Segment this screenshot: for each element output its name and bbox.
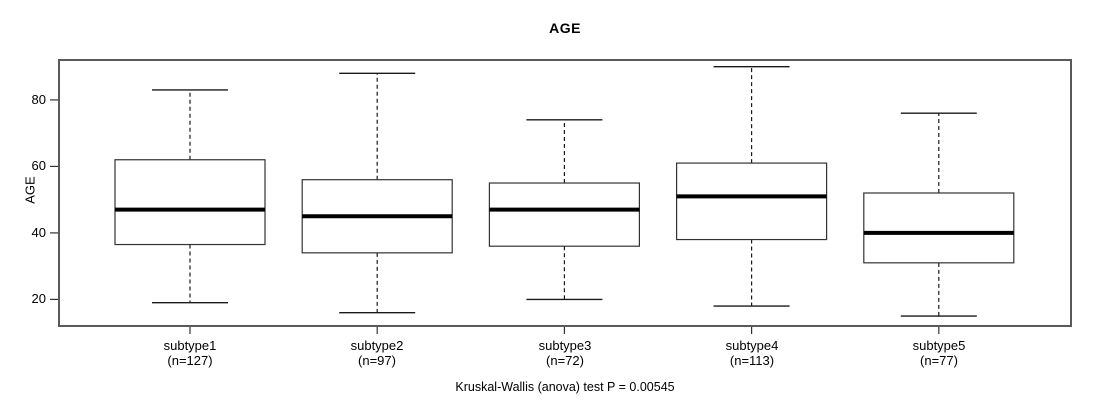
y-axis-label: AGE — [22, 176, 38, 204]
category-name: subtype1 — [163, 338, 217, 353]
category-count: (n=113) — [729, 353, 775, 368]
y-tick-label-80: 80 — [31, 92, 46, 107]
x-category-label-subtype5: subtype5 (n=77) — [864, 338, 1014, 368]
category-name: subtype3 — [538, 338, 592, 353]
x-category-label-subtype2: subtype2 (n=97) — [302, 338, 452, 368]
x-category-label-subtype1: subtype1 (n=127) — [115, 338, 265, 368]
category-count: (n=72) — [546, 353, 584, 368]
category-name: subtype2 — [350, 338, 404, 353]
stat-annotation: Kruskal-Wallis (anova) test P = 0.00545 — [455, 380, 675, 394]
x-category-label-subtype4: subtype4 (n=113) — [677, 338, 827, 368]
y-tick-label-60: 60 — [31, 158, 46, 173]
y-tick-label-40: 40 — [31, 225, 46, 240]
category-name: subtype4 — [725, 338, 779, 353]
chart-title: AGE — [549, 20, 581, 36]
category-count: (n=77) — [920, 353, 958, 368]
category-name: subtype5 — [912, 338, 966, 353]
category-count: (n=127) — [167, 353, 213, 368]
y-tick-label-20: 20 — [31, 291, 46, 306]
category-count: (n=97) — [358, 353, 396, 368]
x-category-label-subtype3: subtype3 (n=72) — [490, 338, 640, 368]
